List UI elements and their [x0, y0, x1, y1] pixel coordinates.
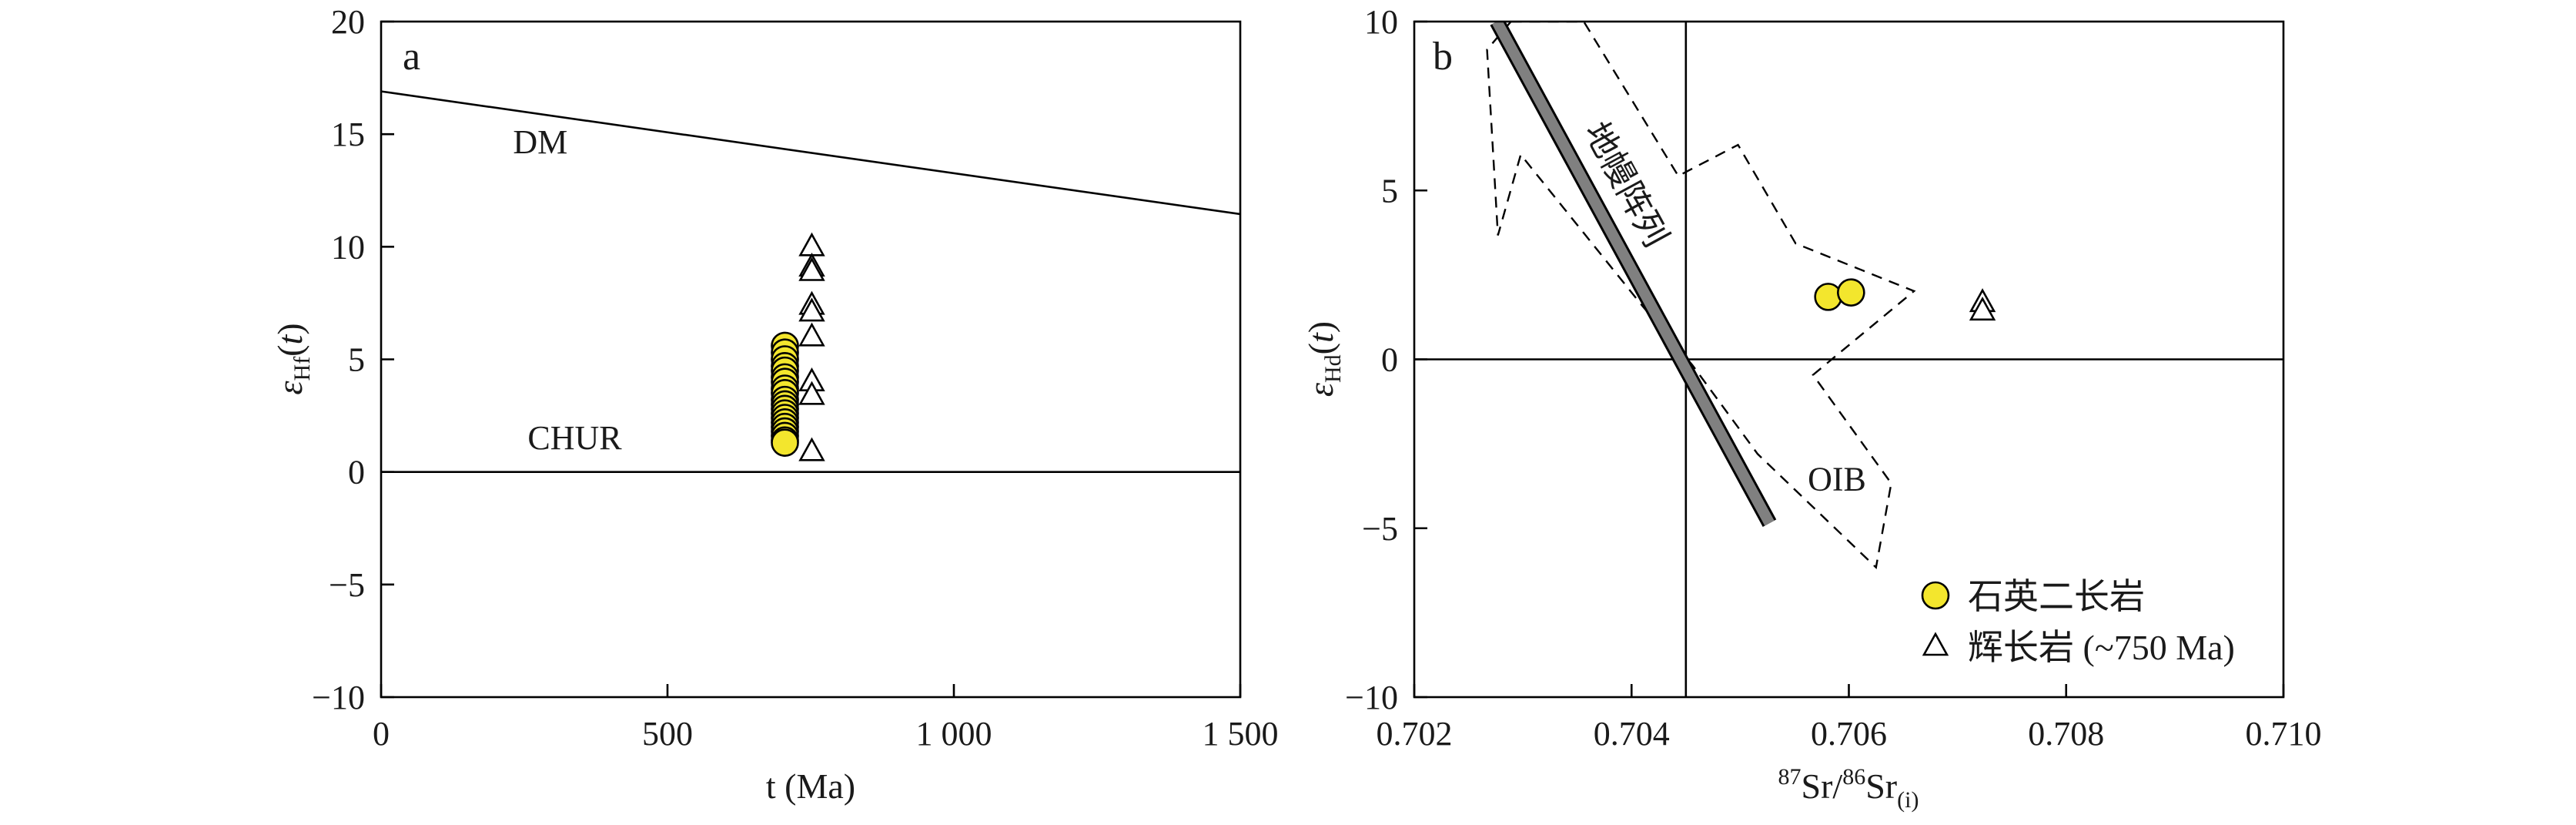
- y-axis-symbol-a: ε: [270, 381, 309, 395]
- x-tick-label: 0.706: [1811, 715, 1887, 753]
- chur-label: CHUR: [527, 419, 622, 457]
- data-point-triangle: [798, 297, 825, 322]
- x-tick-label: 0.702: [1377, 715, 1453, 753]
- data-point-circle: [1814, 283, 1842, 311]
- data-point-triangle: [798, 322, 825, 347]
- panel-a-plot-area: [381, 90, 1240, 473]
- y-tick-label: 0: [1381, 341, 1398, 379]
- y-tick-label: 20: [331, 3, 365, 41]
- y-tick-label: −5: [1362, 510, 1398, 548]
- y-tick-label: 10: [1364, 3, 1398, 41]
- y-tick-label: 10: [331, 228, 365, 266]
- y-axis-subscript-b: Hd: [1320, 354, 1346, 383]
- x-axis-subscript-i: (i): [1897, 787, 1919, 813]
- y-axis-variable-b: t: [1301, 332, 1340, 343]
- plot-frame-a: [380, 20, 1242, 699]
- panel-label-a: a: [403, 35, 420, 79]
- panel-label-b: b: [1433, 35, 1453, 79]
- y-tick-label: 15: [331, 116, 365, 153]
- data-point-triangle: [798, 257, 825, 281]
- data-point-triangle: [1969, 297, 1996, 321]
- plot-frame-b: [1413, 20, 2285, 699]
- y-axis-close-paren-a: ): [270, 323, 309, 334]
- y-axis-subscript-a: Hf: [289, 357, 315, 381]
- dm-label: DM: [513, 123, 567, 161]
- x-axis-sup-87: 87: [1778, 764, 1802, 790]
- y-tick-label: −10: [1345, 679, 1398, 716]
- data-point-circle: [1837, 278, 1865, 307]
- x-axis-title-b: 87Sr/86Sr(i): [1778, 764, 1919, 813]
- y-axis-open-paren-b: (: [1301, 343, 1340, 354]
- legend-triangle-marker: [1922, 632, 1949, 656]
- panel-a: DM CHUR 0 500 1 000 1 500 −10 −5 0 5 10 15 20: [312, 3, 1278, 753]
- x-axis-sr-2: Sr: [1865, 766, 1897, 806]
- x-tick-label: 0: [373, 715, 390, 753]
- x-tick-label: 1 500: [1203, 715, 1279, 753]
- x-axis-sup-86: 86: [1842, 764, 1865, 790]
- x-axis-sr-1: Sr/: [1802, 766, 1843, 806]
- y-axis-title-b: εHd(t): [1301, 321, 1346, 397]
- x-tick-label: 0.708: [2028, 715, 2104, 753]
- y-tick-label: −5: [329, 566, 365, 604]
- mantle-array-band: [1492, 22, 1775, 526]
- data-point-triangle: [798, 437, 825, 461]
- data-point-circle: [771, 428, 799, 457]
- x-tick-label: 0.710: [2246, 715, 2322, 753]
- x-tick-label: 1 000: [916, 715, 992, 753]
- oib-label: OIB: [1808, 460, 1866, 498]
- legend-label-quartz-monzonite: 石英二长岩: [1968, 577, 2145, 616]
- legend: 石英二长岩 辉长岩 (~750 Ma): [1921, 577, 2235, 667]
- data-point-triangle: [798, 232, 825, 257]
- oib-field-outline: [1486, 22, 1916, 570]
- y-tick-label: −10: [312, 679, 365, 716]
- y-axis-title-a: εHf(t): [270, 323, 315, 394]
- data-point-triangle: [798, 381, 825, 405]
- x-axis-title-a: t (Ma): [766, 766, 855, 806]
- legend-label-gabbro: 辉长岩 (~750 Ma): [1968, 628, 2235, 667]
- x-tick-label: 0.704: [1594, 715, 1670, 753]
- y-tick-label: 5: [1381, 172, 1398, 210]
- y-axis-variable-a: t: [270, 334, 309, 344]
- y-axis-symbol-b: ε: [1301, 382, 1340, 397]
- panel-b-plot-area: [1414, 22, 2283, 697]
- legend-circle-marker: [1921, 581, 1950, 610]
- y-axis-close-paren-b: ): [1301, 321, 1340, 333]
- x-tick-label: 500: [642, 715, 693, 753]
- y-tick-label: 5: [348, 341, 365, 379]
- y-tick-label: 0: [348, 454, 365, 491]
- y-axis-open-paren-a: (: [270, 344, 309, 356]
- dm-curve: [381, 90, 1240, 216]
